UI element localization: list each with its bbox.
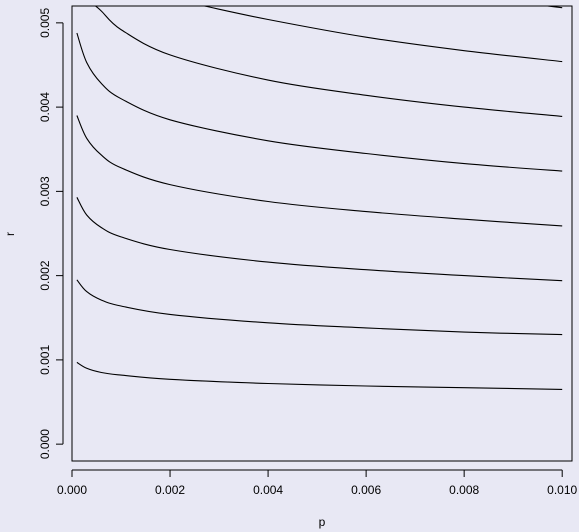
x-axis-title: p xyxy=(319,515,326,529)
contour-line-2 xyxy=(76,279,563,336)
y-tick-label: 0.002 xyxy=(38,260,52,290)
x-axis: 0.000 0.002 0.004 0.006 0.008 0.010 xyxy=(57,469,578,497)
x-tick-label: 0.000 xyxy=(57,483,87,497)
contour-line-8 xyxy=(483,6,563,9)
x-tick-label: 0.008 xyxy=(449,483,479,497)
x-tick-label: 0.010 xyxy=(547,483,577,497)
plot-frame xyxy=(71,5,573,462)
y-tick-label: 0.001 xyxy=(38,345,52,375)
y-tick-label: 0.005 xyxy=(38,8,52,38)
y-axis-title: r xyxy=(3,232,17,236)
x-tick-label: 0.004 xyxy=(253,483,283,497)
y-tick-label: 0.004 xyxy=(38,92,52,122)
contour-line-6 xyxy=(95,6,563,117)
contour-line-1 xyxy=(76,361,563,390)
x-tick-label: 0.002 xyxy=(155,483,185,497)
contour-line-4 xyxy=(76,115,563,227)
contour-line-3 xyxy=(76,197,563,282)
contour-line-7 xyxy=(204,6,563,63)
contour-lines xyxy=(76,6,563,390)
y-tick-label: 0.003 xyxy=(38,176,52,206)
y-tick-label: 0.000 xyxy=(38,429,52,459)
x-tick-label: 0.006 xyxy=(351,483,381,497)
contour-line-5 xyxy=(76,32,563,172)
y-axis: 0.000 0.001 0.002 0.003 0.004 0.005 xyxy=(38,8,64,459)
